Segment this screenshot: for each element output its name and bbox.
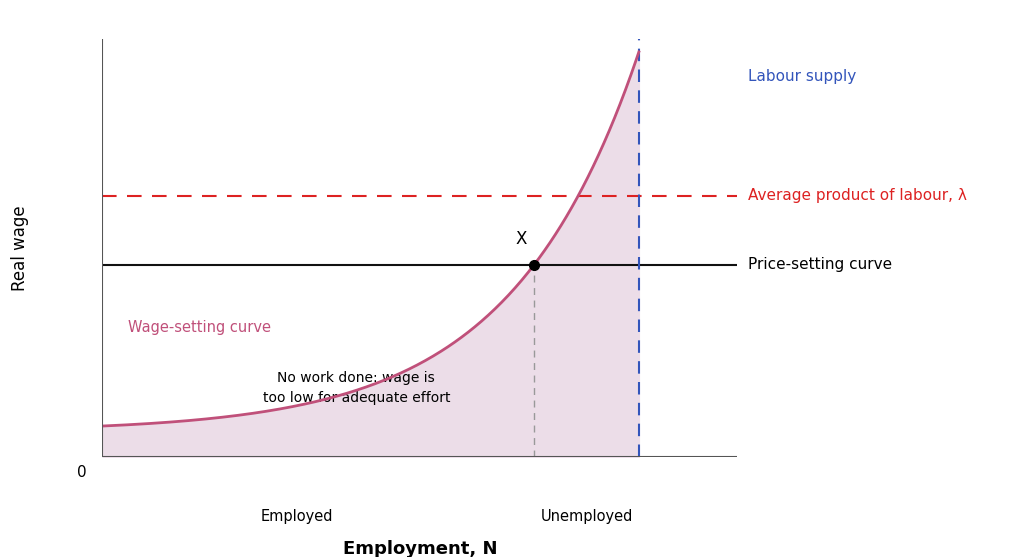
Text: Average product of labour, λ: Average product of labour, λ <box>748 188 967 203</box>
Text: Unemployed: Unemployed <box>541 509 633 524</box>
Text: Employed: Employed <box>260 509 333 524</box>
Text: Real wage: Real wage <box>11 205 29 291</box>
Text: Labour supply: Labour supply <box>748 69 856 84</box>
Text: Wage-setting curve: Wage-setting curve <box>128 320 270 335</box>
Text: Employment, N: Employment, N <box>343 540 497 557</box>
Text: Price-setting curve: Price-setting curve <box>748 257 892 272</box>
Text: 0: 0 <box>77 465 86 480</box>
Text: X: X <box>516 230 527 248</box>
Text: No work done: wage is
too low for adequate effort: No work done: wage is too low for adequa… <box>262 370 451 405</box>
